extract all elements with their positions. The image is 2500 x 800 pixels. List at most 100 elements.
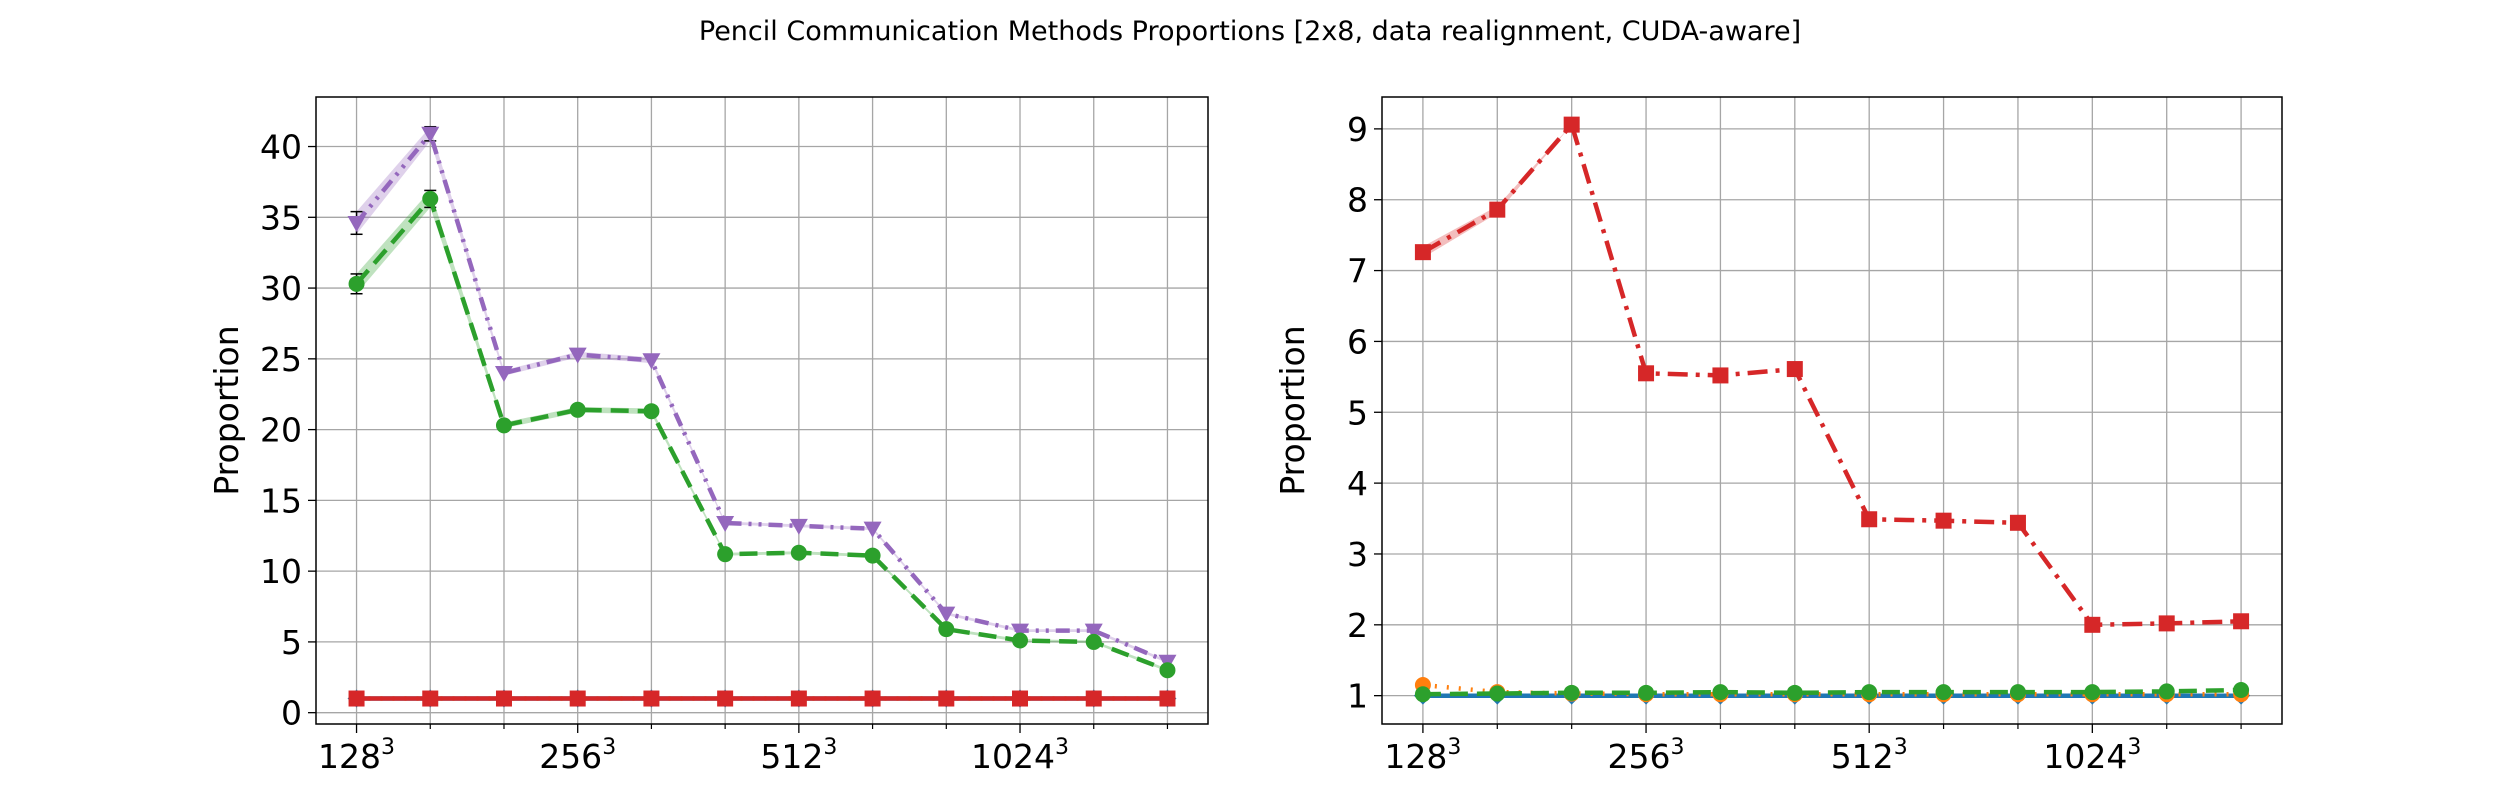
- series-3: [348, 189, 1176, 679]
- series-error-band: [356, 126, 1168, 664]
- data-point: [863, 521, 882, 538]
- y-axis: 0 5 10 15 20 25 30 35 40: [260, 128, 316, 733]
- y-tick-label: 5: [281, 623, 302, 662]
- data-point: [790, 544, 807, 561]
- x-tick-label: 10243: [2043, 735, 2141, 776]
- data-point: [568, 347, 587, 364]
- data-point: [2084, 616, 2101, 633]
- x-tick-label: 5123: [760, 735, 837, 776]
- data-point: [938, 621, 955, 638]
- data-point: [1011, 623, 1030, 640]
- series-2: [347, 125, 1177, 671]
- series-1: [1414, 677, 2250, 703]
- y-tick-label: 30: [260, 269, 302, 308]
- data-point: [1638, 365, 1655, 382]
- x-tick-label: 1283: [1384, 735, 1461, 776]
- data-point: [495, 690, 512, 707]
- data-point: [1786, 684, 1803, 701]
- y-axis-label: Proportion: [1273, 325, 1312, 495]
- series-3: [1414, 116, 2250, 633]
- data-point: [422, 190, 439, 207]
- data-point: [643, 690, 660, 707]
- data-point: [494, 365, 513, 382]
- data-point: [642, 353, 661, 370]
- y-tick-label: 1: [1347, 677, 1368, 716]
- data-point: [1786, 361, 1803, 378]
- data-point: [2233, 681, 2250, 698]
- data-point: [1159, 690, 1176, 707]
- series-line: [354, 196, 1169, 673]
- data-point: [1935, 684, 1952, 701]
- data-point: [1563, 116, 1580, 133]
- data-point: [789, 518, 808, 535]
- series-4: [348, 690, 1176, 707]
- data-point: [1414, 686, 1431, 703]
- data-point: [1085, 633, 1102, 650]
- figure-title: Pencil Communication Methods Proportions…: [699, 16, 1801, 47]
- x-tick-label: 5123: [1831, 735, 1908, 776]
- data-point: [1935, 512, 1952, 529]
- x-tick-label: 1283: [318, 735, 395, 776]
- series-error-band: [356, 190, 1168, 672]
- y-tick-label: 25: [260, 340, 302, 379]
- x-axis: 1283 2563 5123 10243: [1384, 724, 2242, 776]
- data-point: [1861, 511, 1878, 528]
- data-point: [1084, 623, 1103, 640]
- axes-frame: [1381, 96, 2283, 725]
- data-point: [717, 690, 734, 707]
- data-point: [1861, 684, 1878, 701]
- data-point: [495, 417, 512, 434]
- data-point: [421, 126, 440, 143]
- right-chart-panel: 1 2 3 4 5 6 7 8 9 Proportion 1283 2563 5123 10243: [1273, 96, 2283, 776]
- y-axis-label: Proportion: [207, 325, 246, 495]
- x-tick-label: 10243: [971, 735, 1069, 776]
- data-point: [1159, 662, 1176, 679]
- x-tick-label: 2563: [1608, 735, 1685, 776]
- data-point: [2084, 684, 2101, 701]
- data-point: [1563, 684, 1580, 701]
- x-tick-label: 2563: [539, 735, 616, 776]
- axes-frame: [315, 96, 1209, 725]
- x-axis: 1283 2563 5123 10243: [318, 724, 1169, 776]
- y-tick-label: 2: [1347, 606, 1368, 645]
- data-point: [1414, 244, 1431, 261]
- data-point: [938, 690, 955, 707]
- series-2: [1414, 681, 2250, 703]
- data-point: [864, 547, 881, 564]
- data-point: [1489, 201, 1506, 218]
- y-tick-label: 40: [260, 128, 302, 167]
- y-tick-label: 4: [1347, 464, 1368, 503]
- y-tick-label: 7: [1347, 252, 1368, 291]
- data-point: [569, 690, 586, 707]
- data-point: [348, 690, 365, 707]
- y-axis: 1 2 3 4 5 6 7 8 9: [1347, 110, 1382, 716]
- data-point: [1012, 632, 1029, 649]
- series-line: [1422, 687, 2242, 697]
- data-point: [790, 690, 807, 707]
- data-point: [2009, 684, 2026, 701]
- y-tick-label: 3: [1347, 535, 1368, 574]
- data-point: [2009, 514, 2026, 531]
- series-line: [354, 131, 1169, 664]
- data-point: [1085, 690, 1102, 707]
- data-point: [2158, 683, 2175, 700]
- data-point: [347, 215, 366, 232]
- data-point: [643, 403, 660, 420]
- left-chart-panel: 0 5 10 15 20 25 30 35 40 Proportion 1283 2563 5123 10…: [207, 96, 1209, 776]
- y-tick-label: 15: [260, 481, 302, 520]
- y-tick-label: 9: [1347, 110, 1368, 149]
- data-point: [717, 546, 734, 563]
- data-point: [1489, 685, 1506, 702]
- data-point: [422, 690, 439, 707]
- data-point: [348, 275, 365, 292]
- data-point: [1712, 367, 1729, 384]
- y-tick-label: 35: [260, 198, 302, 237]
- data-point: [1638, 684, 1655, 701]
- y-tick-label: 6: [1347, 322, 1368, 361]
- y-tick-label: 8: [1347, 181, 1368, 220]
- data-point: [1012, 690, 1029, 707]
- data-point: [937, 606, 956, 623]
- y-tick-label: 0: [281, 694, 302, 733]
- data-point: [1712, 684, 1729, 701]
